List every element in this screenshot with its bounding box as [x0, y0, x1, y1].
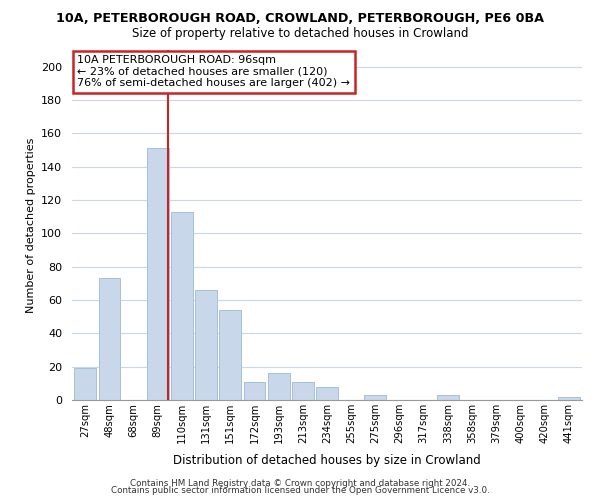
- Bar: [437, 395, 459, 400]
- Text: 10A PETERBOROUGH ROAD: 96sqm
← 23% of detached houses are smaller (120)
76% of s: 10A PETERBOROUGH ROAD: 96sqm ← 23% of de…: [77, 56, 350, 88]
- Bar: [147, 148, 169, 400]
- Text: 10A, PETERBOROUGH ROAD, CROWLAND, PETERBOROUGH, PE6 0BA: 10A, PETERBOROUGH ROAD, CROWLAND, PETERB…: [56, 12, 544, 26]
- Bar: [98, 278, 121, 400]
- X-axis label: Distribution of detached houses by size in Crowland: Distribution of detached houses by size …: [173, 454, 481, 468]
- Bar: [268, 374, 290, 400]
- Bar: [558, 396, 580, 400]
- Text: Size of property relative to detached houses in Crowland: Size of property relative to detached ho…: [132, 28, 468, 40]
- Bar: [316, 386, 338, 400]
- Bar: [171, 212, 193, 400]
- Text: Contains public sector information licensed under the Open Government Licence v3: Contains public sector information licen…: [110, 486, 490, 495]
- Text: Contains HM Land Registry data © Crown copyright and database right 2024.: Contains HM Land Registry data © Crown c…: [130, 478, 470, 488]
- Bar: [364, 395, 386, 400]
- Bar: [292, 382, 314, 400]
- Y-axis label: Number of detached properties: Number of detached properties: [26, 138, 35, 312]
- Bar: [244, 382, 265, 400]
- Bar: [220, 310, 241, 400]
- Bar: [74, 368, 96, 400]
- Bar: [195, 290, 217, 400]
